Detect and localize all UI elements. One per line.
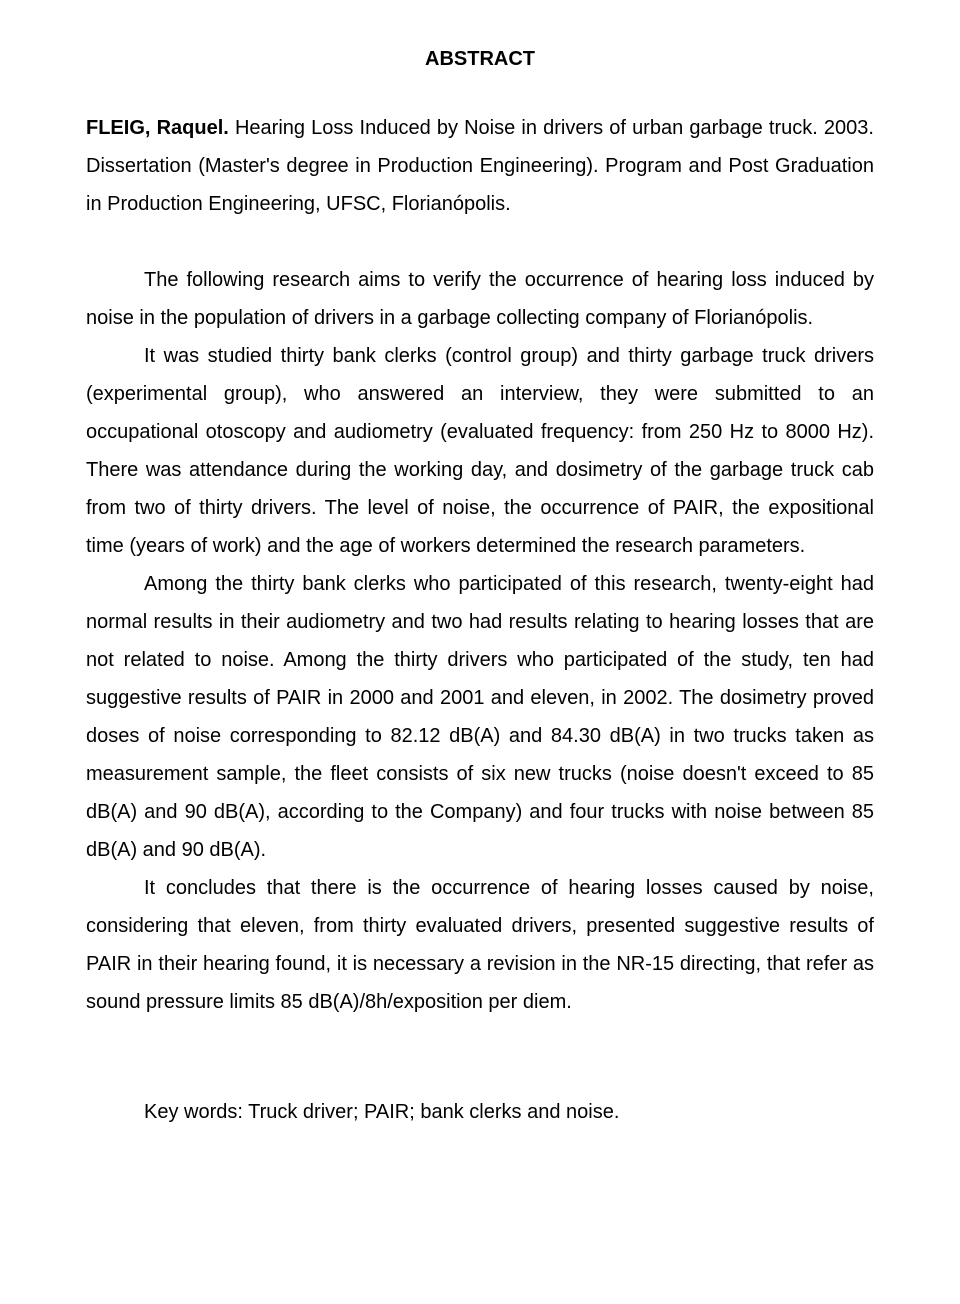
keywords-line: Key words: Truck driver; PAIR; bank cler… <box>86 1093 874 1131</box>
abstract-paragraph: The following research aims to verify th… <box>86 261 874 337</box>
abstract-page: ABSTRACT FLEIG, Raquel. Hearing Loss Ind… <box>0 0 960 1191</box>
citation-block: FLEIG, Raquel. Hearing Loss Induced by N… <box>86 109 874 223</box>
author-name: FLEIG, Raquel. <box>86 117 229 139</box>
abstract-paragraph: It was studied thirty bank clerks (contr… <box>86 337 874 565</box>
abstract-paragraph: It concludes that there is the occurrenc… <box>86 869 874 1021</box>
section-title: ABSTRACT <box>86 48 874 71</box>
abstract-paragraph: Among the thirty bank clerks who partici… <box>86 565 874 869</box>
